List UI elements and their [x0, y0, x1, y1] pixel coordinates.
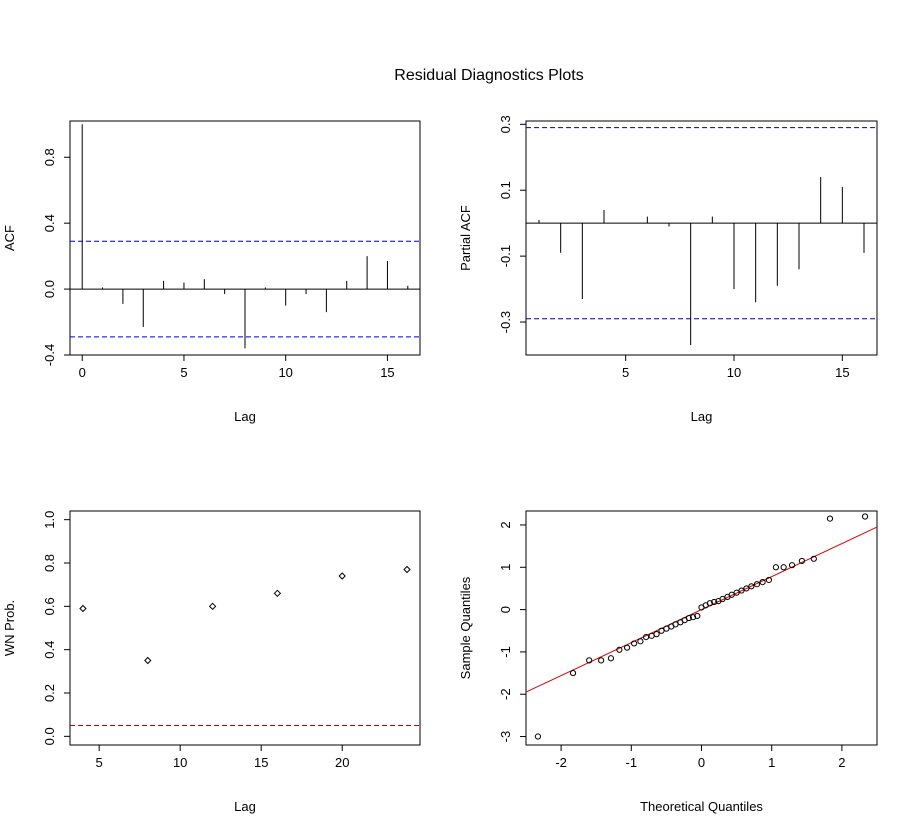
wn-prob-point	[338, 572, 346, 580]
qq-point	[653, 631, 660, 638]
pacf-y-axis-title: Partial ACF	[458, 205, 473, 271]
pacf-x-tick-label: 5	[622, 365, 629, 380]
qq-point	[798, 557, 805, 565]
qq-point	[728, 591, 735, 598]
qqplot-y-axis-title: Sample Quantiles	[458, 576, 473, 679]
qq-point	[534, 733, 542, 740]
qq-point	[706, 600, 714, 607]
qq-point	[810, 555, 817, 562]
wn-prob-point	[79, 604, 87, 613]
acf-x-tick-label: 15	[380, 365, 394, 380]
qq-point	[826, 515, 834, 522]
qq-point	[672, 621, 679, 628]
qqplot-y-tick-label: 0	[498, 606, 513, 613]
qqplot-y-tick-label: -2	[498, 688, 513, 700]
acf-x-tick-label: 5	[180, 365, 187, 380]
ljungbox-x-tick-label: 5	[96, 755, 103, 770]
qq-point	[743, 585, 750, 592]
acf-panel: 0 5 10 15 -0.4 0.0 0.4 0.8 Lag ACF	[2, 120, 421, 424]
qq-point	[637, 638, 644, 645]
pacf-y-tick-label: 0.3	[498, 115, 513, 133]
qq-point	[788, 562, 796, 569]
qq-point	[642, 633, 650, 641]
wn-prob-point	[144, 656, 152, 665]
acf-y-tick-label: 0.4	[42, 214, 57, 232]
qq-point	[569, 669, 577, 677]
pacf-x-tick-label: 15	[835, 365, 849, 380]
pacf-y-tick-label: 0.1	[498, 181, 513, 199]
acf-y-tick-label: 0.0	[42, 280, 57, 298]
qq-point	[689, 614, 697, 621]
qq-point	[631, 640, 638, 647]
qqplot-y-tick-label: -3	[498, 731, 513, 743]
qq-point	[586, 657, 593, 664]
qq-point	[780, 564, 787, 571]
qq-point	[616, 646, 623, 653]
qq-point	[685, 614, 692, 622]
qq-point	[738, 587, 745, 594]
ljungbox-x-tick-label: 15	[254, 755, 268, 770]
qqplot-y-tick-label: 2	[498, 521, 513, 528]
qqplot-x-tick-label: 0	[698, 755, 705, 770]
qq-point	[719, 595, 726, 603]
qq-point	[759, 578, 766, 586]
qq-point	[598, 657, 605, 664]
qq-point	[753, 581, 761, 588]
qqplot-y-tick-label: -1	[498, 646, 513, 658]
wn-prob-point	[273, 589, 282, 598]
qqplot-x-tick-label: -2	[555, 755, 567, 770]
qqplot-x-tick-label: -1	[626, 755, 638, 770]
ljungbox-y-tick-label: 0.4	[42, 641, 57, 659]
qqplot-x-tick-label: 1	[768, 755, 775, 770]
qq-point	[607, 655, 615, 662]
qq-point	[861, 513, 869, 520]
ljungbox-x-tick-label: 10	[173, 755, 187, 770]
acf-y-axis-title: ACF	[2, 225, 17, 251]
figure-title: Residual Diagnostics Plots	[394, 67, 583, 84]
ljungbox-x-axis-title: Lag	[234, 799, 256, 814]
ljungbox-y-tick-label: 0.0	[42, 727, 57, 745]
acf-y-tick-label: -0.4	[42, 344, 57, 366]
white-noise-probability-panel: 5 10 15 20 0.0 0.2 0.4 0.6 0.8 1.0 Lag WN Prob.	[2, 510, 421, 814]
acf-x-tick-label: 10	[278, 365, 292, 380]
qqplot-x-tick-label: 2	[838, 755, 845, 770]
pacf-x-tick-label: 10	[727, 365, 741, 380]
ljungbox-y-tick-label: 0.6	[42, 597, 57, 615]
qqplot-y-tick-label: 1	[498, 564, 513, 571]
qq-point	[658, 627, 665, 634]
wn-prob-point	[208, 602, 217, 611]
ljungbox-y-tick-label: 1.0	[42, 511, 57, 529]
pacf-x-axis-title: Lag	[691, 409, 713, 424]
qq-point	[733, 589, 740, 596]
pacf-y-tick-label: -0.1	[498, 245, 513, 267]
ljungbox-y-tick-label: 0.2	[42, 684, 57, 702]
qq-point	[663, 625, 670, 632]
ljungbox-y-axis-title: WN Prob.	[2, 600, 17, 656]
qq-point	[772, 564, 780, 571]
qq-point	[623, 644, 631, 651]
pacf-y-tick-label: -0.3	[498, 311, 513, 333]
ljungbox-x-tick-label: 20	[335, 755, 349, 770]
qq-plot-panel: -2 -1 0 1 2 -3 -2 -1 0 1 2 Theoretical Quantiles Sam…	[458, 510, 878, 814]
qq-point	[711, 598, 718, 606]
ljungbox-y-tick-label: 0.8	[42, 554, 57, 572]
wn-prob-point	[403, 565, 411, 574]
acf-x-tick-label: 0	[79, 365, 86, 380]
pacf-panel: 5 10 15 -0.3 -0.1 0.1 0.3 Lag Partial ACF	[458, 115, 878, 424]
acf-y-tick-label: 0.8	[42, 148, 57, 166]
qq-point	[748, 583, 755, 590]
qq-point	[765, 576, 772, 584]
acf-x-axis-title: Lag	[234, 409, 256, 424]
qq-point	[694, 612, 701, 620]
qqplot-x-axis-title: Theoretical Quantiles	[640, 799, 763, 814]
